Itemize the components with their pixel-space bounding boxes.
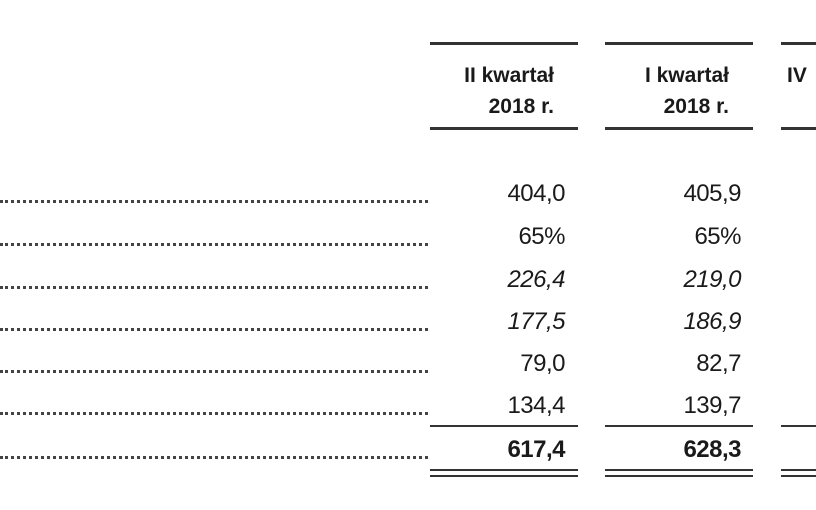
table-row: 177,5 186,9 xyxy=(0,302,816,342)
cell-q1-2018: 219,0 xyxy=(683,266,741,293)
dotted-leader xyxy=(0,200,428,203)
cell-q1-2018: 405,9 xyxy=(683,180,741,207)
cell-q2-2018: 65% xyxy=(518,223,565,250)
cell-q2-2018: 404,0 xyxy=(507,180,565,207)
table-row: 65% 65% xyxy=(0,217,816,257)
dotted-leader xyxy=(0,370,428,373)
column-header-text: I kwartał 2018 r. xyxy=(645,60,729,122)
table-row: 404,0 405,9 xyxy=(0,174,816,214)
total-double-rule xyxy=(605,469,753,477)
column-header-text: IV xyxy=(787,60,807,91)
table-row: 79,0 82,7 xyxy=(0,344,816,384)
column-header-text: II kwartał 2018 r. xyxy=(464,60,554,122)
subtotal-rule xyxy=(430,425,578,427)
total-q2-2018: 617,4 xyxy=(507,436,565,463)
cell-q2-2018: 177,5 xyxy=(507,308,565,335)
cell-q1-2018: 82,7 xyxy=(696,350,741,377)
cell-q1-2018: 139,7 xyxy=(683,392,741,419)
subtotal-rule xyxy=(781,425,816,427)
column-header-q2-2018: II kwartał 2018 r. xyxy=(430,42,578,130)
column-header-line1: IV xyxy=(787,64,807,87)
dotted-leader xyxy=(0,286,428,289)
cell-q1-2018: 65% xyxy=(694,223,741,250)
cell-q2-2018: 226,4 xyxy=(507,266,565,293)
table-row: 226,4 219,0 xyxy=(0,260,816,300)
column-header-line2: 2018 r. xyxy=(663,95,729,118)
total-double-rule xyxy=(781,469,816,477)
column-header-line1: I kwartał xyxy=(644,64,729,87)
cell-q2-2018: 79,0 xyxy=(520,350,565,377)
column-header-q1-2018: I kwartał 2018 r. xyxy=(605,42,753,130)
total-q1-2018: 628,3 xyxy=(683,436,741,463)
column-header-line2: 2018 r. xyxy=(488,95,554,118)
column-header-q4-partial: IV xyxy=(781,42,816,130)
dotted-leader xyxy=(0,328,428,331)
total-double-rule xyxy=(430,469,578,477)
table-row: 134,4 139,7 xyxy=(0,386,816,426)
cell-q1-2018: 186,9 xyxy=(683,308,741,335)
cell-q2-2018: 134,4 xyxy=(507,392,565,419)
column-header-line1: II kwartał xyxy=(464,64,554,87)
dotted-leader xyxy=(0,412,428,415)
total-row: 617,4 628,3 xyxy=(0,430,816,470)
dotted-leader xyxy=(0,243,428,246)
subtotal-rule xyxy=(605,425,753,427)
dotted-leader xyxy=(0,456,428,459)
